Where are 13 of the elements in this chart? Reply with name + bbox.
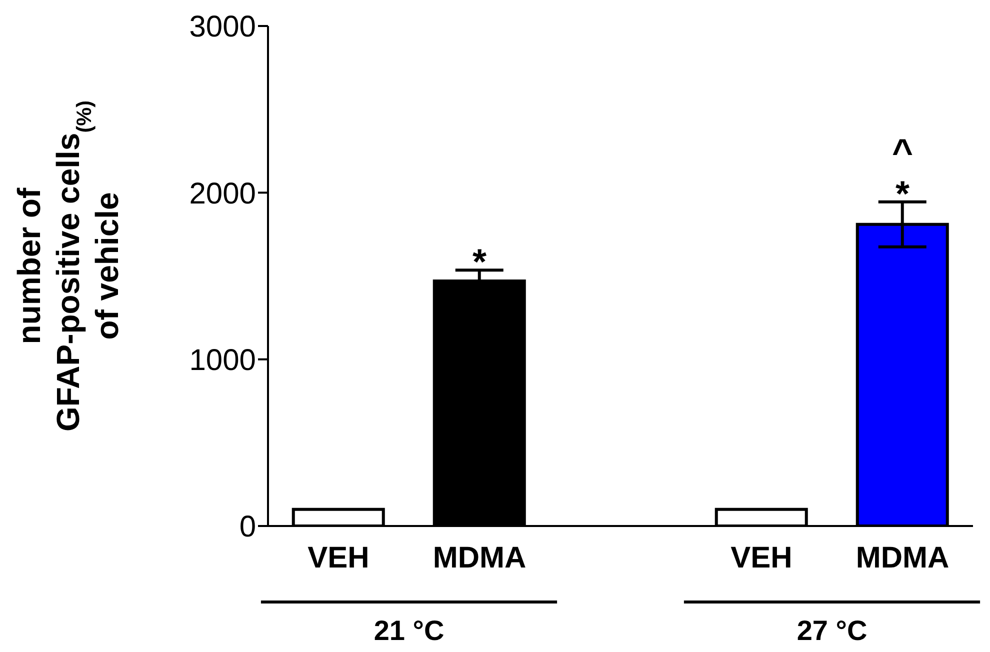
y-tick-label: 1000 xyxy=(189,344,256,377)
y-tick-label: 0 xyxy=(239,510,256,544)
data-label: * xyxy=(895,172,910,214)
y-tick-label: 3000 xyxy=(189,10,256,44)
data-label: * xyxy=(472,241,487,282)
x-tick-label: MDMA xyxy=(432,541,526,574)
text: 27 °C xyxy=(796,615,868,646)
text: 21 °C xyxy=(374,615,444,646)
x-tick-label: VEH xyxy=(730,541,792,574)
y-tick-label: 2000 xyxy=(189,177,256,210)
annotation: ^ xyxy=(892,130,914,172)
x-tick-label: MDMA xyxy=(856,541,950,574)
x-tick-label: VEH xyxy=(308,541,370,574)
